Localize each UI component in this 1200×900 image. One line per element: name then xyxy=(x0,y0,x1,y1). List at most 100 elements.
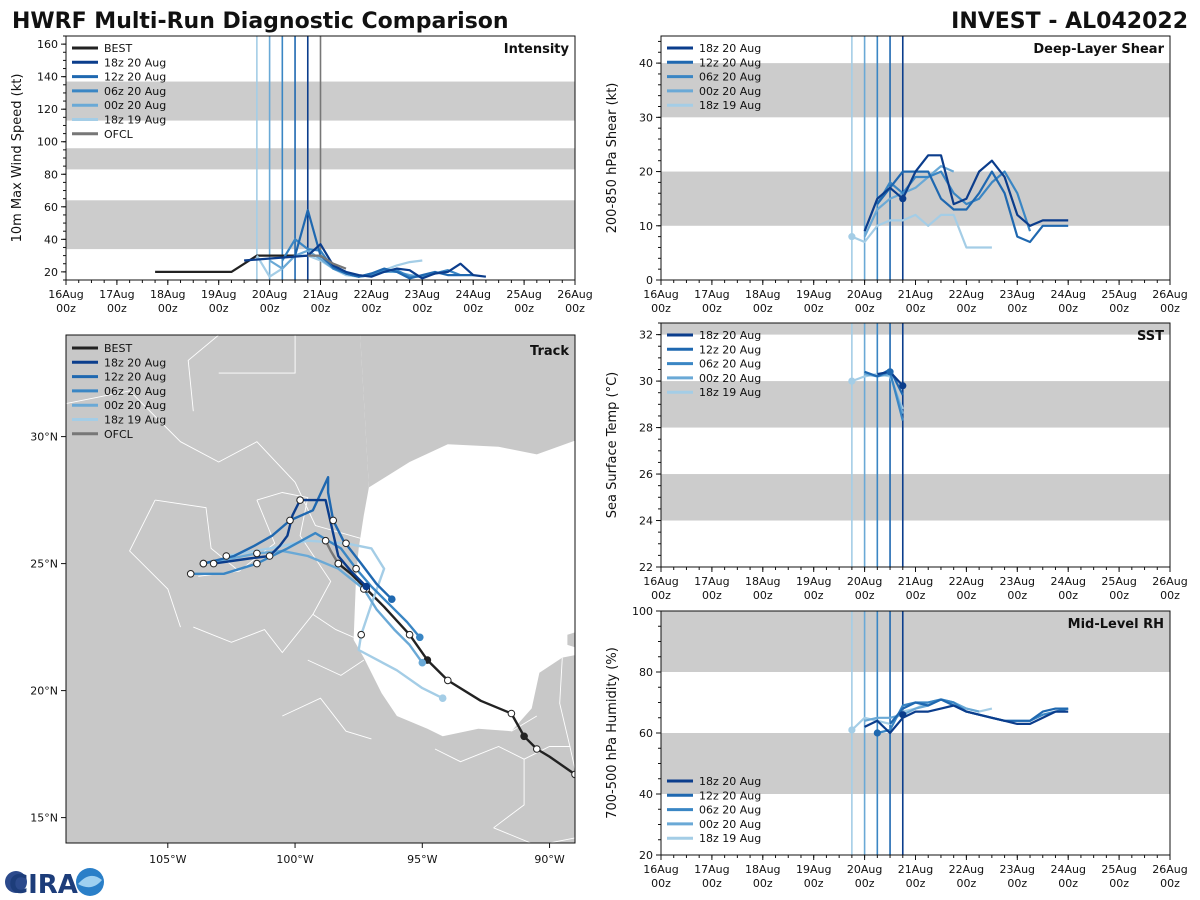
sst-legend-label: 12z 20 Aug xyxy=(699,343,761,356)
sst-title: SST xyxy=(1137,329,1164,344)
shear-chart: 01020304016Aug00z17Aug00z18Aug00z19Aug00… xyxy=(605,35,1188,315)
track-00z-20-aug xyxy=(203,549,424,664)
sst-xtick-date: 16Aug xyxy=(643,575,678,588)
sst-xtick-date: 18Aug xyxy=(745,575,780,588)
intensity-legend-label: BEST xyxy=(104,42,132,55)
track-ytick-label: 30°N xyxy=(30,431,58,444)
track-xtick-label: 105°W xyxy=(149,853,186,866)
track-point xyxy=(438,694,447,703)
shear-xtick-hour: 00z xyxy=(753,302,773,315)
track-point xyxy=(362,582,371,591)
intensity-xtick-date: 19Aug xyxy=(201,288,236,301)
shear-xtick-date: 20Aug xyxy=(847,288,882,301)
track-ofcl xyxy=(324,540,340,565)
track-point xyxy=(199,559,208,568)
sst-xtick-hour: 00z xyxy=(1160,589,1180,602)
shear-xtick-date: 19Aug xyxy=(796,288,831,301)
intensity-ytick-label: 120 xyxy=(37,103,58,116)
track-xtick-label: 100°W xyxy=(276,853,313,866)
sst-xtick-date: 26Aug xyxy=(1152,575,1187,588)
shear-ylabel: 200-850 hPa Shear (kt) xyxy=(605,83,620,234)
track-legend-label: 06z 20 Aug xyxy=(104,385,166,398)
intensity-legend-label: 18z 20 Aug xyxy=(104,56,166,69)
intensity-xtick-hour: 00z xyxy=(514,302,534,315)
sst-xtick-hour: 00z xyxy=(1058,589,1078,602)
shear-legend-label: 18z 19 Aug xyxy=(699,99,761,112)
cira-logo: CIRA xyxy=(5,868,104,900)
shear-series-06z-20-aug xyxy=(876,170,1032,232)
sst-marker xyxy=(848,377,856,385)
rh-xtick-hour: 00z xyxy=(753,877,773,890)
state-border xyxy=(559,657,571,747)
rh-xtick-date: 19Aug xyxy=(796,863,831,876)
intensity-xtick-date: 17Aug xyxy=(99,288,134,301)
rh-xtick-hour: 00z xyxy=(855,877,875,890)
state-border xyxy=(256,492,332,615)
sst-xtick-date: 23Aug xyxy=(1000,575,1035,588)
state-border xyxy=(218,335,296,374)
track-point xyxy=(222,552,231,560)
track-point xyxy=(533,745,541,753)
track-point xyxy=(418,658,427,667)
track-point xyxy=(342,539,350,548)
shear-xtick-date: 23Aug xyxy=(1000,288,1035,301)
track-point xyxy=(352,564,360,573)
shear-xtick-hour: 00z xyxy=(1058,302,1078,315)
state-border xyxy=(187,335,219,412)
sst-ytick-label: 24 xyxy=(639,515,653,528)
rh-title: Mid-Level RH xyxy=(1068,617,1164,632)
state-border xyxy=(511,715,538,732)
intensity-xtick-hour: 00z xyxy=(362,302,382,315)
rh-xtick-date: 25Aug xyxy=(1101,863,1136,876)
rh-ytick-label: 60 xyxy=(639,727,653,740)
shear-band-0 xyxy=(661,171,1170,226)
rh-xtick-hour: 00z xyxy=(1058,877,1078,890)
intensity-ytick-label: 100 xyxy=(37,136,58,149)
track-point xyxy=(296,496,304,504)
shear-ytick-label: 30 xyxy=(639,111,653,124)
sst-marker xyxy=(899,382,907,390)
shear-xtick-hour: 00z xyxy=(855,302,875,315)
rh-marker xyxy=(848,726,856,734)
sst-xtick-date: 19Aug xyxy=(796,575,831,588)
track-point xyxy=(444,676,452,685)
rh-xtick-date: 17Aug xyxy=(694,863,729,876)
intensity-legend-label: 18z 19 Aug xyxy=(104,114,166,127)
rh-xtick-date: 26Aug xyxy=(1152,863,1187,876)
rh-series-00z-20-aug xyxy=(864,698,980,722)
shear-marker xyxy=(899,195,907,203)
shear-ytick-label: 0 xyxy=(646,274,653,287)
intensity-xtick-hour: 00z xyxy=(260,302,280,315)
state-border xyxy=(129,499,181,628)
intensity-xtick-hour: 00z xyxy=(158,302,178,315)
rh-xtick-date: 21Aug xyxy=(898,863,933,876)
shear-series-18z-20-aug xyxy=(863,154,1069,232)
sst-xtick-hour: 00z xyxy=(1109,589,1129,602)
track-xtick-label: 90°W xyxy=(534,853,564,866)
sst-ytick-label: 28 xyxy=(639,422,653,435)
shear-xtick-hour: 00z xyxy=(906,302,926,315)
intensity-xtick-date: 16Aug xyxy=(48,288,83,301)
rh-legend-label: 06z 20 Aug xyxy=(699,804,761,817)
shear-legend-label: 06z 20 Aug xyxy=(699,71,761,84)
sst-ylabel: Sea Surface Temp (°C) xyxy=(605,372,620,519)
sst-xtick-hour: 00z xyxy=(1007,589,1027,602)
intensity-ytick-label: 40 xyxy=(44,233,58,246)
intensity-xtick-hour: 00z xyxy=(412,302,432,315)
sst-xtick-hour: 00z xyxy=(804,589,824,602)
mexico-land xyxy=(66,335,575,843)
rh-ytick-label: 40 xyxy=(639,788,653,801)
track-point xyxy=(286,516,294,525)
track-legend-label: 18z 20 Aug xyxy=(104,356,166,369)
track-point xyxy=(520,732,528,741)
shear-xtick-date: 26Aug xyxy=(1152,288,1187,301)
track-point xyxy=(321,536,330,545)
us-land xyxy=(360,335,575,488)
track-18z-20-aug xyxy=(213,498,368,588)
sst-legend-label: 18z 19 Aug xyxy=(699,386,761,399)
track-legend-label: 18z 19 Aug xyxy=(104,414,166,427)
intensity-ytick-label: 160 xyxy=(37,38,58,51)
track-frame xyxy=(65,334,576,844)
shear-xtick-date: 24Aug xyxy=(1050,288,1085,301)
track-point xyxy=(571,770,575,779)
